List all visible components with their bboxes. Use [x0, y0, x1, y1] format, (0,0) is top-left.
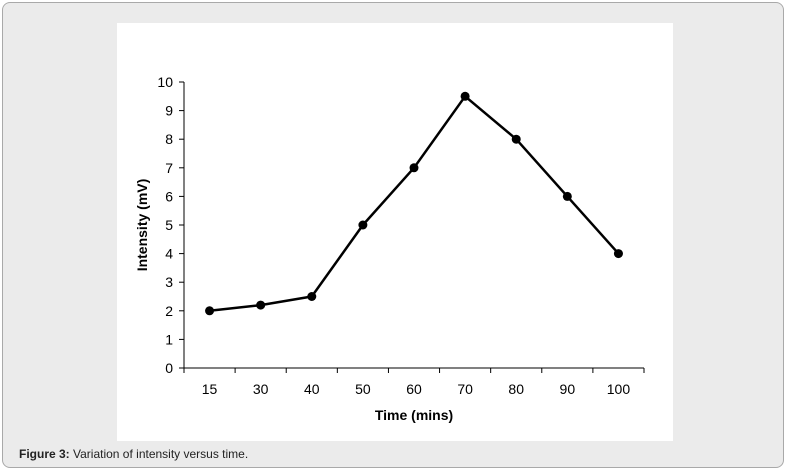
data-point	[205, 306, 215, 316]
figure-frame	[2, 2, 784, 468]
y-tick-label: 5	[165, 217, 173, 233]
x-axis-ticks: 15 30 40 50 60 70 80 90 100	[183, 368, 645, 397]
axes	[183, 82, 644, 369]
x-axis-title: Time (mins)	[375, 407, 453, 423]
y-tick-label: 1	[165, 331, 173, 347]
data-point	[409, 163, 419, 173]
data-point	[358, 220, 368, 230]
plot-area	[117, 23, 673, 441]
data-point	[511, 134, 521, 144]
y-tick-label: 2	[165, 303, 173, 319]
y-tick-label: 4	[165, 246, 173, 262]
x-tick-label: 90	[560, 381, 576, 397]
y-tick-label: 7	[165, 160, 173, 176]
caption-text: Variation of intensity versus time.	[69, 447, 249, 461]
series-group	[205, 91, 623, 316]
x-tick-label: 50	[355, 381, 371, 397]
y-tick-label: 0	[165, 360, 173, 376]
x-tick-label: 15	[202, 381, 218, 397]
data-point	[613, 249, 623, 259]
y-axis-ticks: 0 1 2 3 4 5 6 7 8 9 10	[157, 74, 184, 376]
figure-caption: Figure 3: Variation of intensity versus …	[19, 447, 248, 461]
y-tick-label: 10	[157, 74, 173, 90]
series-line	[209, 95, 620, 313]
x-tick-label: 40	[304, 381, 320, 397]
data-point	[460, 91, 470, 101]
data-point	[307, 292, 317, 301]
data-point	[256, 300, 266, 310]
y-tick-label: 8	[165, 131, 173, 147]
x-tick-label: 100	[607, 381, 631, 397]
x-tick-label: 30	[253, 381, 269, 397]
x-tick-label: 70	[457, 381, 473, 397]
x-tick-label: 80	[508, 381, 524, 397]
y-tick-label: 3	[165, 274, 173, 290]
y-axis-title: Intensity (mV)	[134, 179, 150, 272]
x-tick-label: 60	[406, 381, 422, 397]
data-point	[562, 191, 572, 201]
caption-label: Figure 3:	[19, 447, 70, 461]
y-tick-label: 9	[165, 103, 173, 119]
y-tick-label: 6	[165, 188, 173, 204]
